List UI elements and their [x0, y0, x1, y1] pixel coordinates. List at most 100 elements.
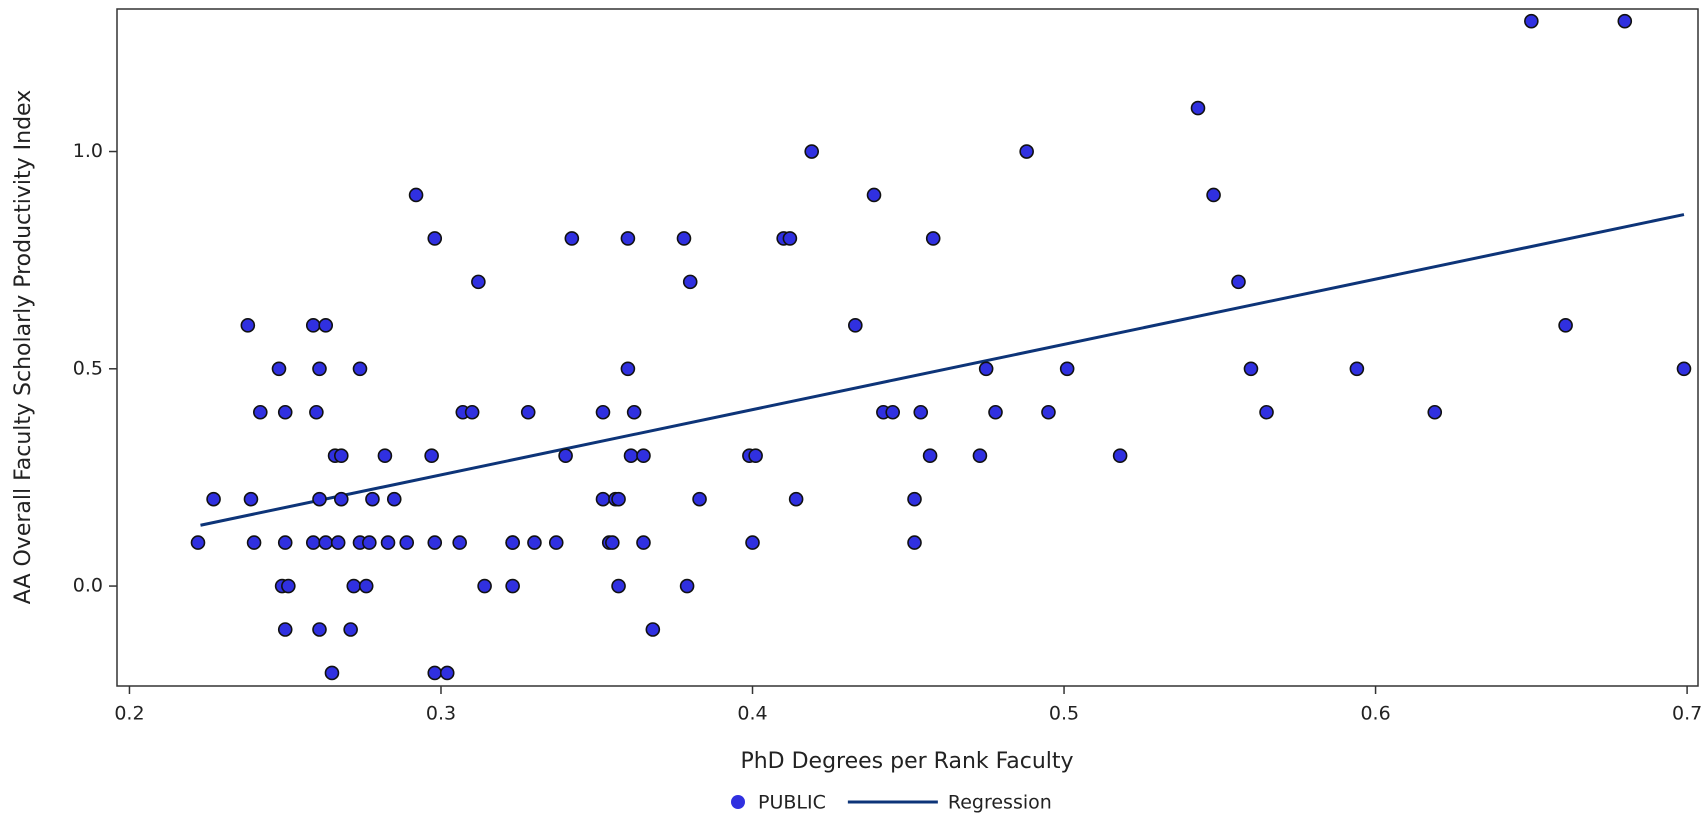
- scatter-point: [427, 535, 443, 550]
- x-tick-label: 0.6: [1360, 703, 1390, 725]
- scatter-point: [645, 622, 661, 637]
- scatter-point: [745, 535, 760, 550]
- scatter-point: [866, 187, 882, 203]
- scatter-point: [605, 535, 620, 550]
- scatter-point: [611, 578, 626, 594]
- scatter-point: [343, 622, 358, 637]
- scatter-point: [595, 491, 611, 507]
- scatter-point: [1243, 361, 1259, 377]
- scatter-point: [277, 404, 293, 420]
- scatter-point: [386, 491, 402, 507]
- scatter-point: [682, 274, 698, 290]
- scatter-point: [679, 578, 695, 594]
- regression-line: [200, 213, 1685, 527]
- scatter-point: [377, 448, 393, 463]
- scatter-point: [277, 535, 293, 550]
- scatter-point: [477, 578, 492, 594]
- scatter-point: [243, 491, 259, 507]
- x-tick-label: 0.7: [1672, 703, 1702, 725]
- scatter-point: [1019, 144, 1034, 159]
- scatter-point: [885, 404, 901, 420]
- scatter-point: [527, 535, 542, 550]
- x-tick-label: 0.4: [737, 703, 767, 725]
- scatter-point: [548, 535, 564, 550]
- scatter-point: [318, 535, 334, 550]
- scatter-point: [1112, 448, 1128, 463]
- scatter-point: [1206, 187, 1221, 203]
- scatter-point: [907, 491, 922, 507]
- scatter-point: [427, 665, 443, 681]
- scatter-point: [427, 231, 443, 246]
- scatter-point: [318, 318, 334, 333]
- scatter-point: [1524, 13, 1539, 29]
- scatter-point: [988, 404, 1003, 420]
- y-tick-label: 1.0: [73, 140, 103, 162]
- scatter-point: [620, 231, 636, 246]
- scatter-point: [848, 318, 863, 333]
- scatter-point: [358, 578, 374, 594]
- scatter-point: [309, 404, 324, 420]
- scatter-point: [471, 274, 486, 290]
- scatter-point: [333, 491, 349, 507]
- scatter-point: [333, 448, 349, 463]
- scatter-point: [907, 535, 922, 550]
- scatter-point: [246, 535, 262, 550]
- scatter-point: [206, 491, 221, 507]
- scatter-point: [595, 404, 611, 420]
- x-axis-label: PhD Degrees per Rank Faculty: [740, 749, 1073, 774]
- scatter-point: [277, 622, 293, 637]
- scatter-point: [620, 361, 636, 377]
- scatter-point: [611, 491, 626, 507]
- scatter-point: [922, 448, 938, 463]
- y-axis-label: AA Overall Faculty Scholarly Productivit…: [11, 90, 36, 604]
- scatter-point: [1059, 361, 1075, 377]
- scatter-point: [312, 622, 327, 637]
- scatter-point: [636, 448, 651, 463]
- y-tick-label: 0.0: [73, 575, 103, 597]
- scatter-point: [464, 404, 480, 420]
- scatter-point: [1427, 404, 1443, 420]
- scatter-point: [748, 448, 763, 463]
- legend-label: Regression: [948, 792, 1052, 813]
- scatter-point: [312, 361, 327, 377]
- scatter-point: [352, 361, 368, 377]
- scatter-point: [408, 187, 424, 203]
- scatter-point: [281, 578, 296, 594]
- scatter-point: [1259, 404, 1274, 420]
- scatter-point: [692, 491, 707, 507]
- scatter-point: [913, 404, 929, 420]
- scatter-point: [558, 448, 573, 463]
- scatter-point: [424, 448, 439, 463]
- legend-label: PUBLIC: [758, 792, 826, 813]
- scatter-point: [330, 535, 346, 550]
- y-tick-label: 0.5: [73, 357, 103, 379]
- scatter-point: [452, 535, 467, 550]
- scatter-point: [626, 404, 642, 420]
- scatter-point: [788, 491, 804, 507]
- x-tick-label: 0.3: [426, 703, 456, 725]
- scatter-point: [271, 361, 287, 377]
- scatter-point: [1349, 361, 1365, 377]
- scatter-point: [365, 491, 380, 507]
- scatter-point: [520, 404, 536, 420]
- scatter-point: [305, 535, 321, 550]
- scatter-point: [1041, 404, 1056, 420]
- scatter-point: [380, 535, 396, 550]
- scatter-point: [346, 578, 362, 594]
- scatter-point: [636, 535, 651, 550]
- scatter-point: [312, 491, 327, 507]
- scatter-point: [925, 231, 941, 246]
- scatter-point: [804, 144, 820, 159]
- x-tick-label: 0.2: [114, 703, 144, 725]
- scatter-point: [362, 535, 377, 550]
- scatter-point: [253, 404, 268, 420]
- scatter-point: [305, 318, 321, 333]
- legend-marker: [731, 795, 745, 809]
- scatter-point: [972, 448, 988, 463]
- scatter-point: [1231, 274, 1246, 290]
- scatter-point: [439, 665, 455, 681]
- x-tick-label: 0.5: [1049, 703, 1079, 725]
- scatter-point: [1676, 361, 1692, 377]
- scatter-point: [240, 318, 256, 333]
